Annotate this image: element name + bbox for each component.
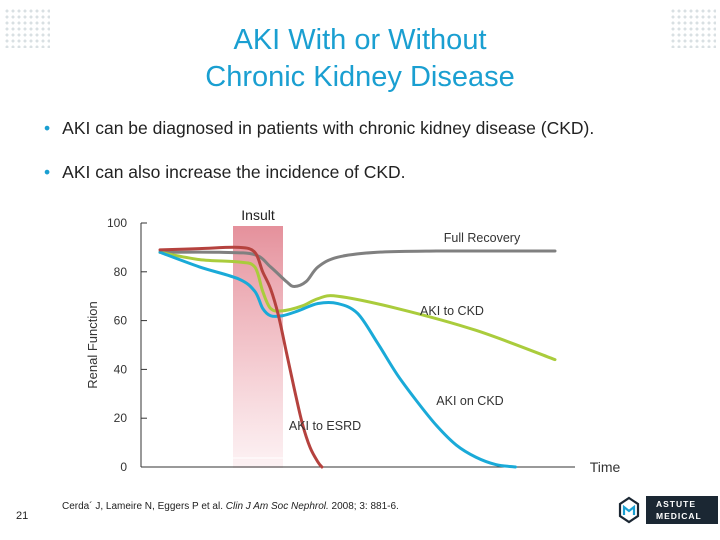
series-line-aki-on-ckd	[158, 250, 517, 469]
slide-title: AKI With or Without Chronic Kidney Disea…	[0, 22, 720, 96]
bullet-item-1: • AKI can be diagnosed in patients with c…	[44, 118, 704, 162]
citation-authors: Cerda´ J, Lameire N, Eggers P et al.	[62, 501, 226, 512]
y-tick-label: 20	[114, 411, 128, 425]
bullet-dot-icon: •	[44, 118, 51, 138]
citation-journal: Clin J Am Soc Nephrol.	[225, 501, 329, 512]
series-label-full-recovery: Full Recovery	[444, 231, 521, 245]
company-logo: ASTUTE MEDICAL	[618, 496, 718, 526]
y-tick-label: 40	[114, 362, 128, 376]
slide-title-line-1: AKI With or Without	[233, 24, 487, 56]
decorative-dots-right	[670, 8, 716, 48]
series-line-aki-to-ckd	[158, 250, 557, 362]
series-label-aki-to-esrd: AKI to ESRD	[289, 419, 361, 433]
bullet-list: • AKI can be diagnosed in patients with c…	[44, 118, 704, 206]
series-line-full-recovery	[158, 249, 557, 288]
slide-title-line-2: Chronic Kidney Disease	[205, 61, 515, 93]
bullet-item-2: • AKI can also increase the incidence of …	[44, 162, 704, 206]
bullet-dot-icon: •	[44, 162, 51, 182]
series-line-aki-to-esrd	[158, 245, 324, 469]
y-tick-label: 80	[114, 265, 128, 279]
y-tick-label: 0	[120, 460, 127, 474]
slide-number: 21	[16, 510, 29, 522]
chart-series	[158, 245, 557, 469]
bullet-text-2: AKI can also increase the incidence of C…	[62, 162, 406, 182]
series-label-aki-to-ckd: AKI to CKD	[420, 304, 484, 318]
insult-period-band	[233, 226, 283, 468]
decorative-dots-left	[4, 8, 50, 48]
citation: Cerda´ J, Lameire N, Eggers P et al. Cli…	[62, 501, 399, 512]
x-axis-label: Time	[590, 459, 621, 475]
citation-details: 2008; 3: 881-6.	[328, 501, 399, 512]
logo-line-1: ASTUTE	[656, 499, 696, 509]
logo-wordmark: ASTUTE MEDICAL	[646, 496, 718, 524]
y-axis-label: Renal Function	[85, 301, 100, 388]
logo-line-2: MEDICAL	[656, 511, 702, 521]
series-label-aki-on-ckd: AKI on CKD	[436, 394, 503, 408]
bullet-text-1: AKI can be diagnosed in patients with ch…	[62, 118, 595, 138]
astute-medical-logo-icon	[618, 496, 640, 524]
insult-label: Insult	[241, 207, 275, 223]
y-tick-label: 60	[114, 314, 128, 328]
y-tick-label: 100	[107, 216, 127, 230]
